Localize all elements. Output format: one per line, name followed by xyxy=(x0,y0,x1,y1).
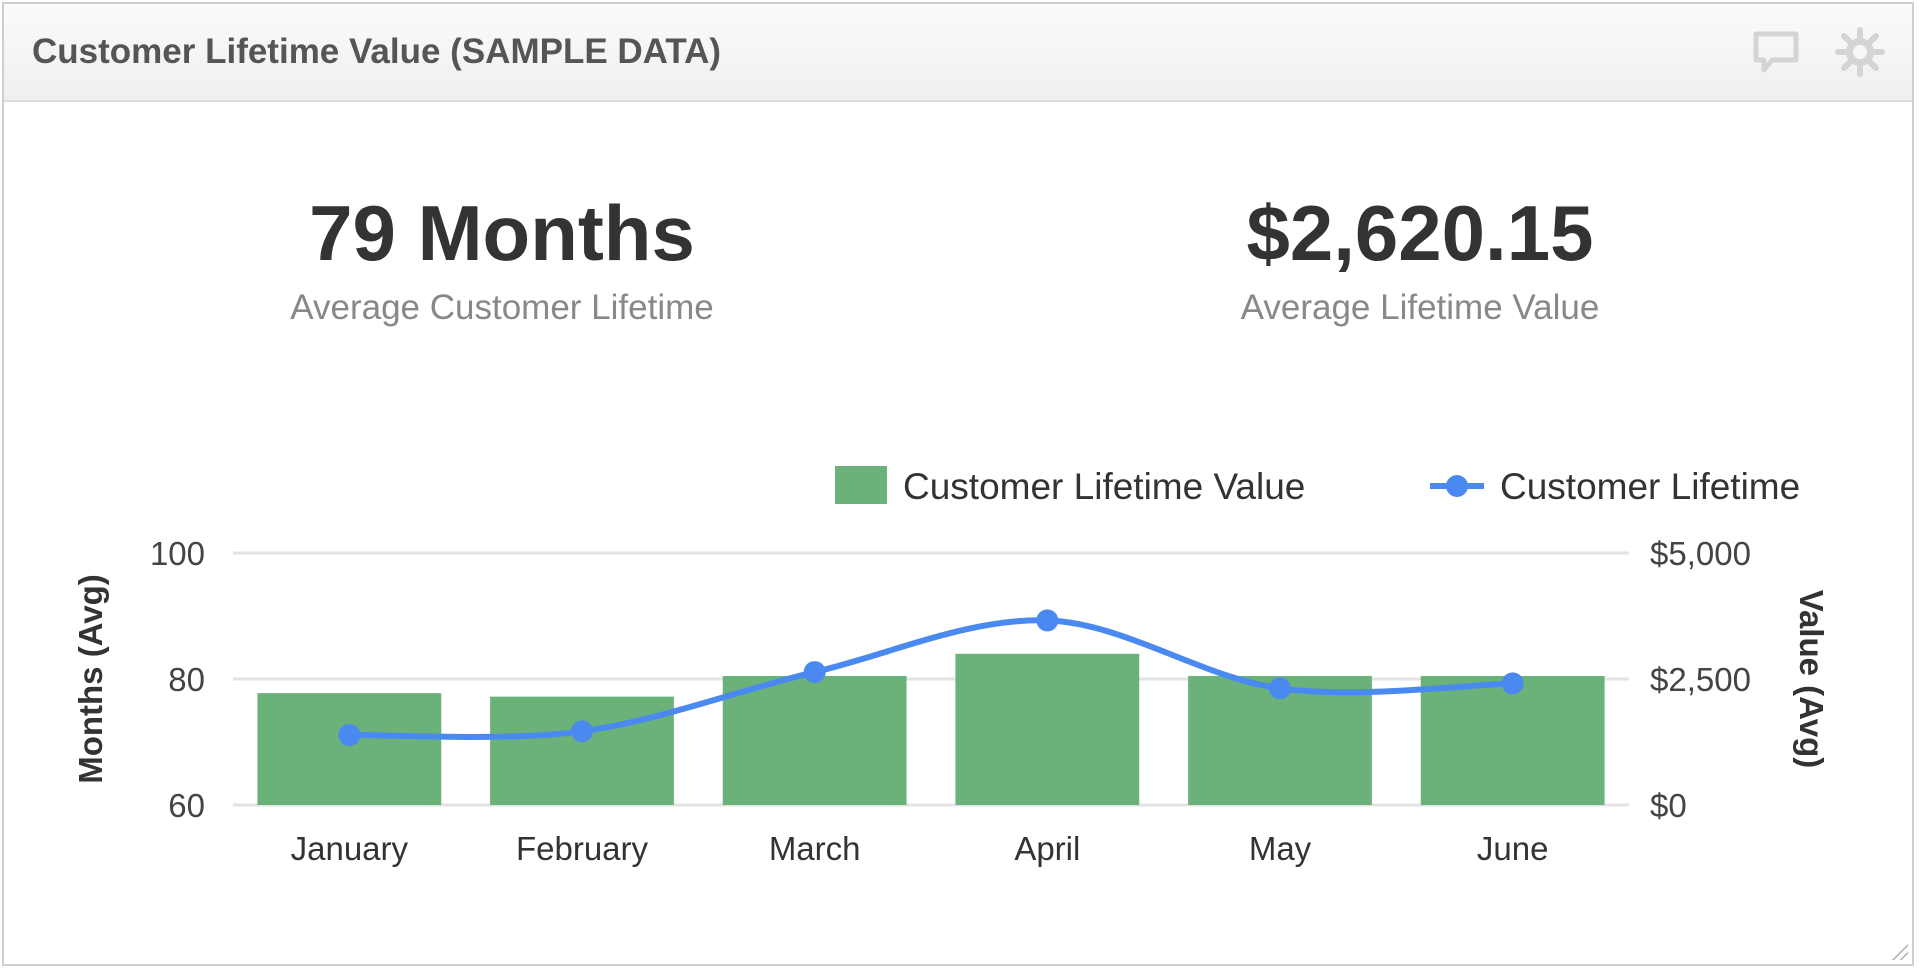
legend-swatch-bar xyxy=(835,466,887,504)
bar-january xyxy=(257,693,442,805)
x-tick-label: March xyxy=(769,830,861,867)
left-axis-title: Months (Avg) xyxy=(72,574,109,784)
widget-title: Customer Lifetime Value (SAMPLE DATA) xyxy=(32,32,722,71)
point-march xyxy=(803,661,826,684)
left-tick-label: 100 xyxy=(150,535,205,572)
right-axis-title: Value (Avg) xyxy=(1793,590,1830,769)
point-april xyxy=(1036,609,1059,632)
resize-handle[interactable] xyxy=(1890,942,1908,960)
point-june xyxy=(1501,672,1524,695)
comment-icon[interactable] xyxy=(1750,26,1802,78)
bar-june xyxy=(1420,675,1605,805)
legend-swatch-point xyxy=(1446,475,1468,497)
line-customer-lifetime xyxy=(349,617,1513,740)
right-tick-label: $5,000 xyxy=(1650,535,1751,572)
kpi-value: $2,620.15 xyxy=(1246,189,1594,277)
left-tick-label: 80 xyxy=(168,661,205,698)
legend-label-bar: Customer Lifetime Value xyxy=(903,466,1305,507)
legend-label-line: Customer Lifetime xyxy=(1500,466,1800,507)
right-tick-label: $2,500 xyxy=(1650,661,1751,698)
kpi-label: Average Lifetime Value xyxy=(1240,288,1600,327)
point-january xyxy=(338,724,361,747)
kpi-label: Average Customer Lifetime xyxy=(290,288,714,327)
kpi-average-value: $2,620.15 Average Lifetime Value xyxy=(1070,194,1770,328)
right-tick-label: $0 xyxy=(1650,787,1687,824)
point-february xyxy=(571,720,593,743)
x-tick-label: February xyxy=(516,830,649,867)
bar-february xyxy=(490,696,674,805)
kpi-average-lifetime: 79 Months Average Customer Lifetime xyxy=(152,194,852,328)
point-may xyxy=(1269,677,1291,700)
x-tick-label: January xyxy=(291,830,409,867)
x-tick-label: May xyxy=(1249,830,1312,867)
x-tick-label: June xyxy=(1477,830,1549,867)
gear-icon[interactable] xyxy=(1834,26,1886,78)
bar-march xyxy=(722,675,907,805)
x-tick-label: April xyxy=(1014,830,1080,867)
kpi-value: 79 Months xyxy=(309,189,695,277)
bar-april xyxy=(955,653,1140,805)
left-tick-label: 60 xyxy=(168,787,205,824)
widget-header: Customer Lifetime Value (SAMPLE DATA) xyxy=(4,4,1912,102)
